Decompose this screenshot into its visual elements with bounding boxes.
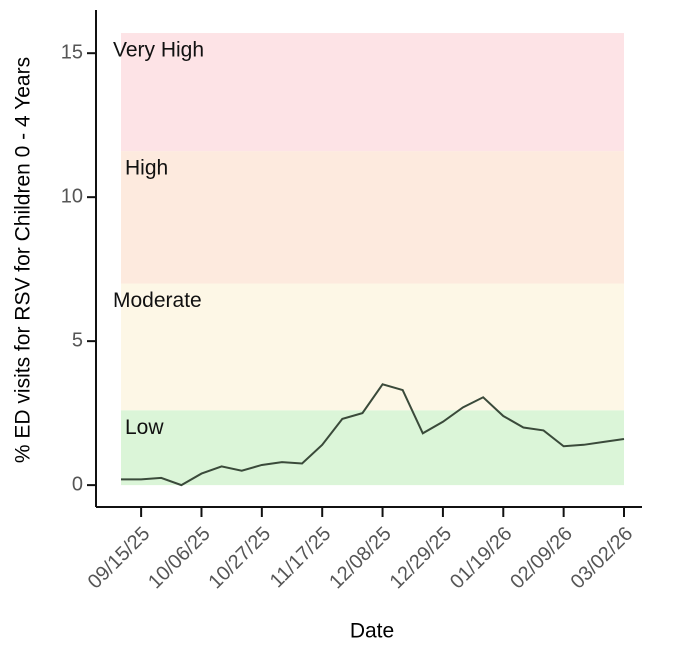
x-tick-label: 12/29/25 [386, 523, 457, 594]
band-label: Low [125, 416, 164, 439]
band-label: Moderate [113, 289, 202, 312]
x-tick-label: 02/09/26 [506, 523, 577, 594]
x-axis-label: Date [350, 620, 394, 643]
x-tick-label: 12/08/25 [325, 523, 396, 594]
data-line [121, 383, 625, 487]
risk-band [121, 151, 624, 284]
x-tick-label: 10/27/25 [204, 523, 275, 594]
y-axis-label: % ED visits for RSV for Children 0 - 4 Y… [12, 57, 35, 463]
x-tick-label: 09/15/25 [84, 523, 155, 594]
band-label: Very High [113, 39, 204, 62]
x-tick-label: 01/19/26 [446, 523, 517, 594]
y-tick-label: 10 [61, 185, 83, 207]
y-tick-label: 15 [61, 41, 83, 63]
risk-band [121, 283, 624, 411]
y-tick-label: 0 [72, 473, 83, 495]
risk-band [121, 33, 624, 152]
y-tick-label: 5 [72, 329, 83, 351]
x-tick-label: 10/06/25 [144, 523, 215, 594]
band-label: High [125, 157, 168, 180]
x-tick-label: 11/17/25 [266, 523, 336, 593]
x-tick-label: 03/02/26 [567, 523, 638, 594]
risk-band [121, 410, 624, 486]
